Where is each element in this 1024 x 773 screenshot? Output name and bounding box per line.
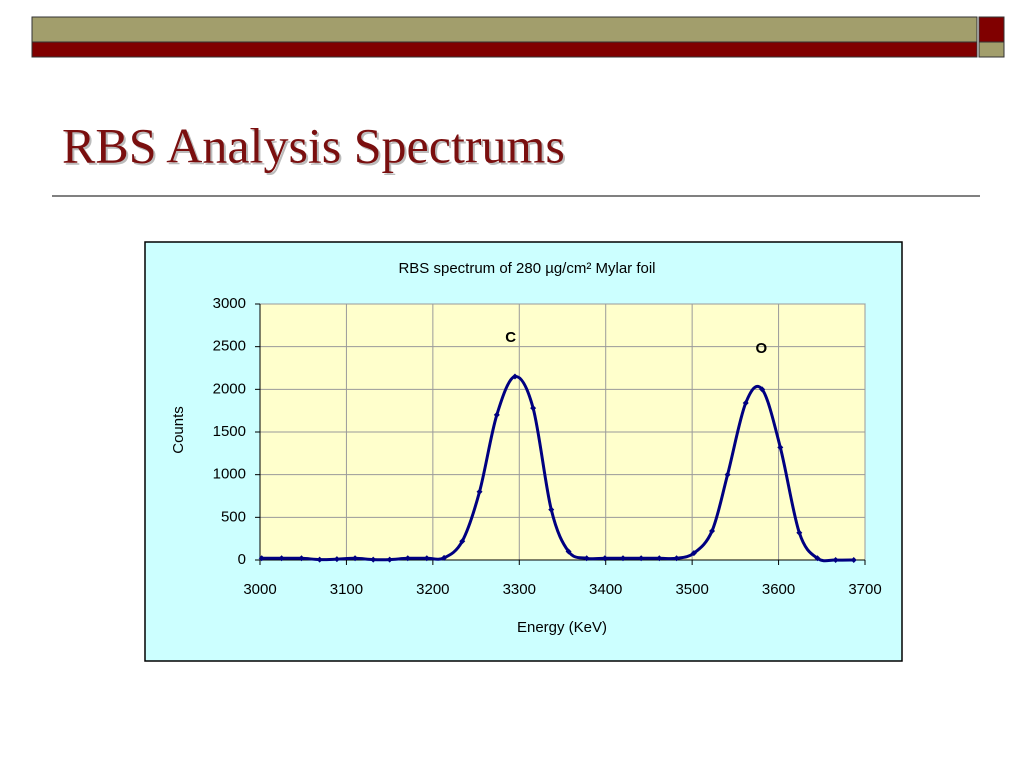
data-point	[709, 527, 716, 534]
y-tick-label: 3000	[213, 295, 246, 312]
data-point	[638, 555, 645, 562]
data-point	[850, 557, 857, 563]
y-tick-label: 500	[221, 508, 246, 525]
data-point	[370, 556, 377, 563]
x-tick-label: 3700	[848, 581, 881, 598]
data-point	[777, 444, 784, 451]
data-point	[476, 488, 483, 495]
data-point	[548, 506, 555, 513]
x-tick-label: 3300	[503, 581, 536, 598]
data-point	[673, 555, 680, 562]
x-tick-label: 3400	[589, 581, 622, 598]
y-tick-label: 1500	[213, 423, 246, 440]
data-point	[352, 555, 359, 562]
data-point	[333, 556, 340, 563]
slide-title: RBS Analysis Spectrums	[62, 117, 565, 173]
y-tick-label: 2000	[213, 380, 246, 397]
data-point	[796, 529, 803, 536]
data-point	[724, 471, 731, 478]
data-point	[656, 555, 663, 562]
header-square	[978, 41, 1005, 58]
data-point	[583, 555, 590, 562]
x-tick-label: 3000	[243, 581, 276, 598]
data-point	[493, 411, 500, 418]
data-point	[278, 555, 285, 562]
data-point	[690, 550, 697, 557]
header-bar	[31, 16, 978, 43]
x-axis-label: Energy (KeV)	[517, 619, 607, 636]
data-point	[298, 555, 305, 562]
data-point	[530, 405, 537, 412]
data-point	[386, 556, 393, 563]
data-point	[601, 555, 608, 562]
data-point	[316, 556, 323, 563]
header-bar	[31, 41, 978, 58]
y-axis-label: Counts	[170, 406, 187, 454]
x-tick-label: 3500	[675, 581, 708, 598]
peak-label: C	[505, 329, 516, 346]
data-point	[441, 554, 448, 561]
title-shadow: RBS Analysis Spectrums	[64, 119, 567, 175]
x-tick-label: 3200	[416, 581, 449, 598]
data-point	[459, 538, 466, 545]
data-point	[620, 555, 626, 562]
header-square	[978, 16, 1005, 43]
y-tick-label: 0	[238, 551, 246, 568]
data-point	[423, 555, 430, 562]
x-tick-label: 3600	[762, 581, 795, 598]
x-tick-label: 3100	[330, 581, 363, 598]
data-point	[759, 386, 766, 393]
chart-title: RBS spectrum of 280 µg/cm² Mylar foil	[398, 260, 655, 277]
peak-label: O	[755, 340, 767, 357]
series-line	[261, 375, 854, 563]
data-point	[814, 555, 821, 562]
plot: 0 500 1000 1500 2000 2500 3000 3000 3100 3200 3300…	[213, 295, 882, 598]
data-point	[258, 555, 265, 562]
data-point	[565, 548, 572, 555]
data-point	[742, 399, 749, 406]
y-tick-label: 2500	[213, 338, 246, 355]
data-point	[511, 373, 518, 380]
y-tick-label: 1000	[213, 466, 246, 483]
data-point	[404, 555, 411, 562]
data-point	[832, 557, 839, 563]
